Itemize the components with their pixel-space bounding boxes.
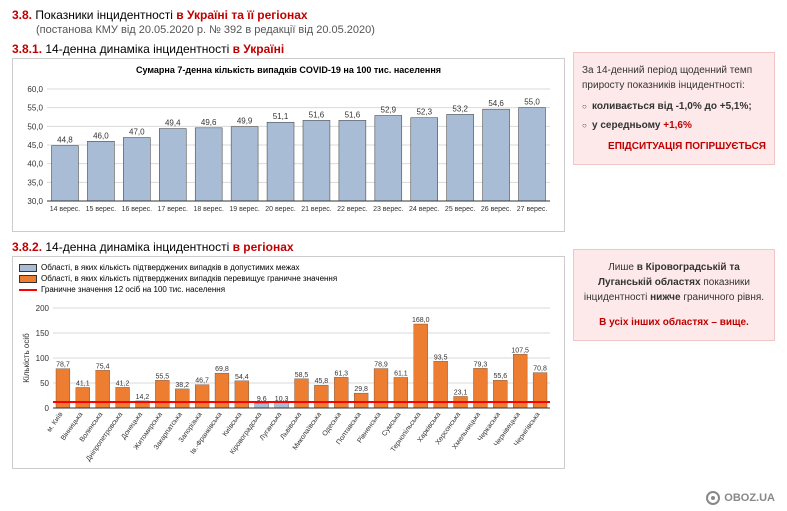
sidebar-ukraine: За 14-денний період щоденний темп прирос…: [573, 52, 775, 165]
svg-text:35,0: 35,0: [27, 178, 43, 187]
section-3-8-title: 3.8. Показники інцидентності в Україні т…: [12, 8, 565, 22]
svg-text:20 верес.: 20 верес.: [265, 206, 296, 213]
svg-text:17 верес.: 17 верес.: [158, 206, 189, 213]
svg-text:61,1: 61,1: [394, 370, 408, 377]
svg-text:16 верес.: 16 верес.: [122, 206, 153, 213]
svg-text:24 верес.: 24 верес.: [409, 206, 440, 213]
svg-text:Кількість осіб: Кількість осіб: [22, 333, 31, 383]
svg-text:54,6: 54,6: [488, 99, 504, 108]
svg-text:150: 150: [36, 329, 50, 338]
svg-text:61,3: 61,3: [334, 370, 348, 377]
svg-text:46,7: 46,7: [195, 378, 209, 385]
section-3-8-2-title: 3.8.2. 14-денна динаміка інцидентності в…: [12, 240, 565, 254]
svg-text:27 верес.: 27 верес.: [517, 206, 548, 213]
svg-text:30,0: 30,0: [27, 197, 43, 206]
svg-text:79,3: 79,3: [474, 361, 488, 368]
svg-text:40,0: 40,0: [27, 160, 43, 169]
chart-regions: Області, в яких кількість підтверджених …: [12, 256, 565, 469]
warning-text: ЕПІДСИТУАЦІЯ ПОГІРШУЄТЬСЯ: [582, 139, 766, 154]
svg-text:23,1: 23,1: [454, 389, 468, 396]
svg-text:25 верес.: 25 верес.: [445, 206, 476, 213]
svg-text:23 верес.: 23 верес.: [373, 206, 404, 213]
svg-text:19 верес.: 19 верес.: [229, 206, 260, 213]
svg-text:18 верес.: 18 верес.: [193, 206, 224, 213]
bullet-average: у середньому +1,6%: [582, 118, 766, 133]
svg-text:38,2: 38,2: [175, 382, 189, 389]
svg-text:69,8: 69,8: [215, 366, 229, 373]
svg-text:44,8: 44,8: [57, 136, 73, 145]
svg-text:55,0: 55,0: [524, 98, 540, 107]
svg-text:45,0: 45,0: [27, 141, 43, 150]
svg-text:168,0: 168,0: [412, 317, 430, 324]
svg-text:55,5: 55,5: [156, 373, 170, 380]
regions-note: Лише в Кіровоградській та Луганській обл…: [582, 260, 766, 305]
chart1-svg: 30,0 35,0 40,0 45,0 50,0 55,0 60,0 44,8 14 верес…: [19, 79, 554, 229]
svg-text:52,3: 52,3: [416, 108, 432, 117]
svg-text:46,0: 46,0: [93, 131, 109, 140]
bullet-range: коливається від -1,0% до +5,1%;: [582, 99, 766, 114]
regions-warning: В усіх інших областях – вище.: [582, 315, 766, 330]
svg-text:49,4: 49,4: [165, 119, 181, 128]
svg-text:70,8: 70,8: [533, 366, 547, 373]
left-column: 3.8. Показники інцидентності в Україні т…: [12, 8, 565, 503]
svg-text:49,6: 49,6: [201, 118, 217, 127]
svg-text:49,9: 49,9: [237, 117, 253, 126]
chart1-title: Сумарна 7-денна кількість випадків COVID…: [19, 65, 558, 75]
svg-text:53,2: 53,2: [452, 104, 468, 113]
svg-text:Одеська: Одеська: [321, 411, 343, 438]
sidebar-regions: Лише в Кіровоградській та Луганській обл…: [573, 249, 775, 341]
svg-text:51,6: 51,6: [309, 110, 325, 119]
svg-text:100: 100: [36, 354, 50, 363]
svg-text:15 верес.: 15 верес.: [86, 206, 117, 213]
svg-text:14 верес.: 14 верес.: [50, 206, 81, 213]
svg-text:41,1: 41,1: [76, 380, 90, 387]
svg-text:55,6: 55,6: [493, 373, 507, 380]
section-subtitle: (постанова КМУ від 20.05.2020 р. № 392 в…: [36, 24, 565, 36]
svg-text:26 верес.: 26 верес.: [481, 206, 512, 213]
svg-text:22 верес.: 22 верес.: [337, 206, 368, 213]
legend-within: Області, в яких кількість підтверджених …: [19, 263, 558, 272]
svg-text:75,4: 75,4: [96, 363, 110, 370]
eye-icon: [706, 491, 720, 505]
svg-text:55,0: 55,0: [27, 104, 43, 113]
svg-text:47,0: 47,0: [129, 128, 145, 137]
legend-swatch-exceed: [19, 275, 37, 283]
legend-swatch-threshold: [19, 289, 37, 291]
svg-text:14,2: 14,2: [136, 394, 150, 401]
svg-text:107,5: 107,5: [511, 347, 529, 354]
svg-text:51,6: 51,6: [345, 110, 361, 119]
svg-text:60,0: 60,0: [27, 85, 43, 94]
svg-text:93,5: 93,5: [434, 354, 448, 361]
svg-text:0: 0: [45, 404, 50, 413]
svg-text:29,8: 29,8: [354, 386, 368, 393]
svg-text:58,5: 58,5: [295, 372, 309, 379]
legend-exceed: Області, в яких кількість підтверджених …: [19, 274, 558, 283]
legend-swatch-within: [19, 264, 37, 272]
svg-text:78,9: 78,9: [374, 362, 388, 369]
svg-text:51,1: 51,1: [273, 112, 289, 121]
chart-ukraine: Сумарна 7-денна кількість випадків COVID…: [12, 58, 565, 232]
svg-text:Дніпропетровська: Дніпропетровська: [84, 410, 124, 462]
svg-text:41,2: 41,2: [116, 380, 130, 387]
svg-text:54,4: 54,4: [235, 374, 249, 381]
svg-text:78,7: 78,7: [56, 362, 70, 369]
svg-text:Київська: Київська: [222, 411, 244, 438]
legend-threshold: Граничне значення 12 осіб на 100 тис. на…: [19, 285, 558, 294]
svg-text:50: 50: [40, 379, 49, 388]
svg-text:Сумська: Сумська: [381, 411, 403, 438]
section-3-8-1-title: 3.8.1. 14-денна динаміка інцидентності в…: [12, 42, 565, 56]
watermark: OBOZ.UA: [706, 491, 775, 505]
svg-text:м. Київ: м. Київ: [46, 411, 65, 434]
section-number: 3.8.: [12, 8, 32, 22]
svg-text:21 верес.: 21 верес.: [301, 206, 332, 213]
svg-text:50,0: 50,0: [27, 122, 43, 131]
svg-text:45,8: 45,8: [315, 378, 329, 385]
svg-text:52,9: 52,9: [381, 106, 397, 115]
svg-text:200: 200: [36, 304, 50, 313]
right-column: За 14-денний період щоденний темп прирос…: [573, 8, 775, 503]
chart2-svg: 0 50 100 150 200 Кількість осіб 78,7 м. Київ 41,…: [19, 296, 554, 466]
